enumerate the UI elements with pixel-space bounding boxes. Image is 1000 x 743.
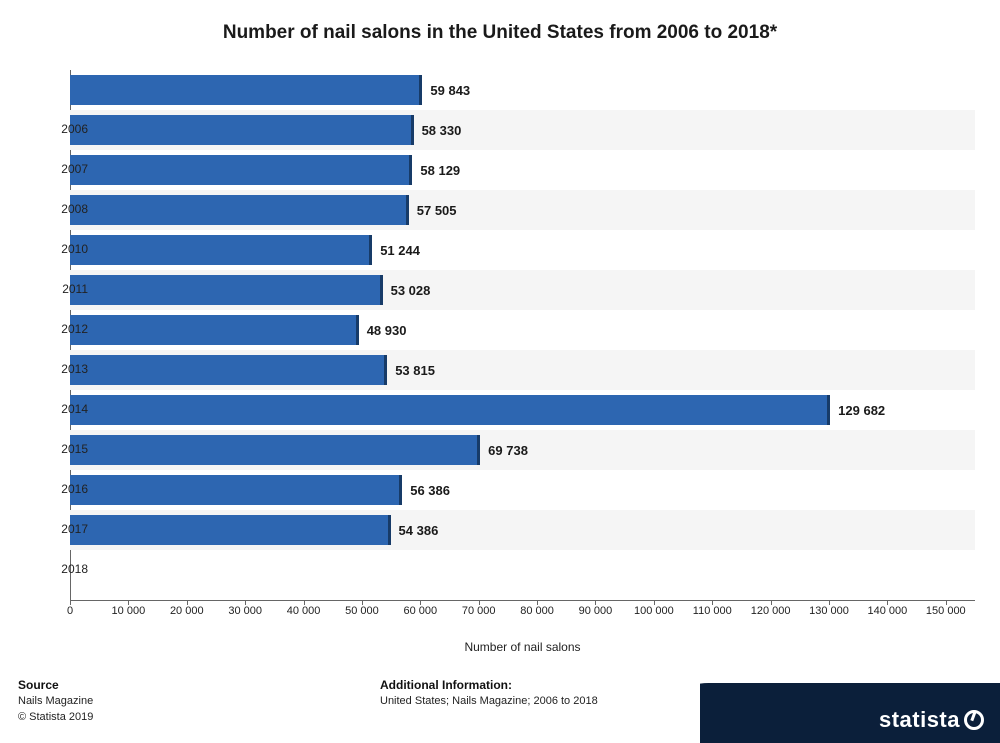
x-tick-label: 30 000: [228, 605, 262, 617]
bar: [70, 75, 419, 105]
y-tick-label: 2008: [38, 202, 88, 216]
bar-row: 57 505: [70, 190, 975, 230]
x-tick-label: 0: [67, 605, 73, 617]
bar-edge: [399, 475, 402, 505]
bar-row: 51 244: [70, 230, 975, 270]
x-tick-label: 150 000: [926, 605, 966, 617]
bar-value-label: 48 930: [367, 323, 407, 338]
bar-edge: [356, 315, 359, 345]
bar-row: 48 930: [70, 310, 975, 350]
source-heading: Source: [18, 677, 93, 694]
bar: [70, 115, 411, 145]
source-line2: © Statista 2019: [18, 710, 93, 726]
y-tick-label: 2014: [38, 402, 88, 416]
brand-text: statista: [879, 707, 984, 733]
brand-name: statista: [879, 707, 960, 733]
x-tick-label: 80 000: [520, 605, 554, 617]
bar-value-label: 53 028: [391, 283, 431, 298]
y-tick-label: 2006: [38, 122, 88, 136]
y-tick-label: 2016: [38, 482, 88, 496]
x-tick-label: 70 000: [462, 605, 496, 617]
bar-row: 53 815: [70, 350, 975, 390]
x-tick-label: 50 000: [345, 605, 379, 617]
footer-additional: Additional Information: United States; N…: [380, 677, 598, 710]
bar-value-label: 51 244: [380, 243, 420, 258]
bar-row: 59 843: [70, 70, 975, 110]
bar: [70, 315, 356, 345]
bar: [70, 515, 388, 545]
x-tick-label: 120 000: [751, 605, 791, 617]
bar: [70, 355, 384, 385]
bar-value-label: 56 386: [410, 483, 450, 498]
y-tick-label: 2015: [38, 442, 88, 456]
chart-title: Number of nail salons in the United Stat…: [0, 0, 1000, 44]
x-tick-label: 110 000: [693, 605, 732, 617]
bar-edge: [411, 115, 414, 145]
bar: [70, 395, 827, 425]
x-axis-label: Number of nail salons: [70, 640, 975, 654]
bar-value-label: 57 505: [417, 203, 457, 218]
bar-value-label: 59 843: [430, 83, 470, 98]
bar-row: 69 738: [70, 430, 975, 470]
y-tick-label: 2013: [38, 362, 88, 376]
x-tick-label: 60 000: [403, 605, 437, 617]
bar: [70, 275, 380, 305]
bar: [70, 195, 406, 225]
plot-area: 59 843 58 330 58 129 57 505 51 244 53 028 48 9…: [70, 70, 975, 600]
y-tick-label: 2012: [38, 322, 88, 336]
brand-dot-icon: [964, 710, 984, 730]
bar-row: 56 386: [70, 470, 975, 510]
bar-edge: [406, 195, 409, 225]
bar-value-label: 69 738: [488, 443, 528, 458]
x-tick-label: 40 000: [287, 605, 321, 617]
y-tick-label: 2017: [38, 522, 88, 536]
bar-edge: [388, 515, 391, 545]
x-axis: [70, 600, 975, 601]
addl-line1: United States; Nails Magazine; 2006 to 2…: [380, 694, 598, 710]
bar-row-empty: [70, 550, 975, 600]
bar: [70, 475, 399, 505]
bar-row: 129 682: [70, 390, 975, 430]
x-tick-label: 140 000: [868, 605, 908, 617]
addl-heading: Additional Information:: [380, 677, 598, 694]
bar-edge: [369, 235, 372, 265]
bar-edge: [477, 435, 480, 465]
bar: [70, 235, 369, 265]
brand-logo: statista: [700, 673, 1000, 743]
bar-edge: [419, 75, 422, 105]
bar: [70, 155, 409, 185]
bar-value-label: 53 815: [395, 363, 435, 378]
y-tick-label: 2011: [38, 282, 88, 296]
y-tick-label: 2018: [38, 562, 88, 576]
source-line1: Nails Magazine: [18, 694, 93, 710]
bar-edge: [380, 275, 383, 305]
bar-edge: [827, 395, 830, 425]
bar-row: 58 330: [70, 110, 975, 150]
bar-value-label: 58 129: [420, 163, 460, 178]
x-tick-label: 90 000: [579, 605, 613, 617]
x-tick-label: 130 000: [809, 605, 849, 617]
bar-value-label: 129 682: [838, 403, 885, 418]
y-tick-label: 2010: [38, 242, 88, 256]
bar-row: 54 386: [70, 510, 975, 550]
x-tick-label: 20 000: [170, 605, 204, 617]
bar-value-label: 58 330: [422, 123, 462, 138]
bar-edge: [409, 155, 412, 185]
footer-source: Source Nails Magazine © Statista 2019: [18, 677, 93, 726]
bar-row: 58 129: [70, 150, 975, 190]
x-tick-label: 100 000: [634, 605, 674, 617]
y-tick-label: 2007: [38, 162, 88, 176]
bar: [70, 435, 477, 465]
x-tick-label: 10 000: [112, 605, 146, 617]
bar-row: 53 028: [70, 270, 975, 310]
bar-edge: [384, 355, 387, 385]
bar-value-label: 54 386: [399, 523, 439, 538]
